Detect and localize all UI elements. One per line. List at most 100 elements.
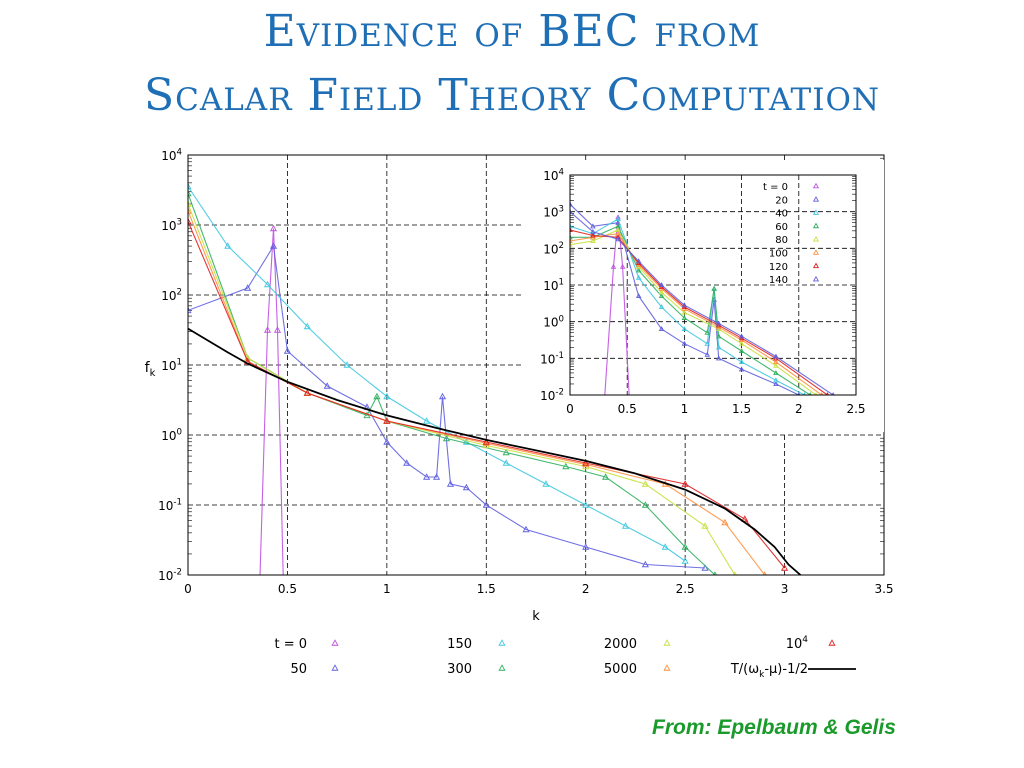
series-marker	[661, 543, 669, 550]
inset-legend-marker	[812, 209, 820, 215]
series-marker	[641, 501, 649, 508]
inset-legend-marker	[812, 196, 820, 202]
fit-curve	[188, 327, 802, 575]
series-marker	[738, 340, 745, 346]
x-tick-label: 0	[184, 582, 192, 596]
series-marker	[773, 362, 779, 368]
inset-legend-marker	[812, 275, 820, 282]
series-marker	[773, 370, 779, 376]
series-marker	[446, 480, 455, 487]
series-marker	[188, 207, 192, 214]
legend-label: 2000	[604, 637, 637, 652]
slide-title-line-1: Evidence of BEC from	[263, 6, 761, 57]
series-marker	[363, 411, 371, 419]
chart-legend: t = 0 50 150 300 2000 5000 104 T/(ωk-μ)-1/2	[274, 635, 856, 680]
x-tick-label: 2.5	[676, 582, 695, 596]
series-marker	[570, 241, 573, 247]
y-tick-label: 104	[543, 168, 564, 183]
series-marker	[658, 326, 665, 332]
series-marker	[619, 263, 626, 269]
series-marker	[615, 216, 621, 222]
series-marker	[570, 208, 573, 214]
series-marker	[570, 234, 573, 240]
legend-label: T/(ωk-μ)-1/2	[730, 662, 808, 680]
series-marker	[704, 329, 711, 335]
legend-label: 104	[786, 635, 809, 652]
series-marker	[522, 525, 530, 533]
series-marker	[773, 353, 779, 359]
legend-marker	[331, 639, 339, 646]
series-marker	[681, 340, 688, 346]
series-marker	[681, 480, 689, 487]
slide-title-line-2: Scalar Field Theory Computation	[143, 70, 881, 121]
series-group	[188, 182, 802, 575]
series-marker	[590, 223, 596, 229]
legend-marker	[498, 664, 506, 671]
series-marker	[590, 228, 596, 234]
series-marker	[433, 473, 441, 480]
series-marker	[635, 258, 642, 264]
series-marker	[738, 333, 745, 339]
series-marker	[658, 282, 665, 288]
series-line	[570, 225, 811, 395]
series-marker	[373, 392, 381, 400]
series-marker	[188, 200, 192, 207]
series-marker	[269, 224, 278, 232]
bec-chart: 0 0.5 1 1.5 2 2.5 3 3.510-210-1100101102103104k…	[145, 148, 894, 680]
series-marker	[715, 355, 722, 361]
series-marker	[773, 359, 779, 365]
series-line	[570, 218, 805, 395]
series-marker	[715, 320, 722, 326]
series-marker	[773, 377, 779, 383]
series-marker	[658, 293, 665, 299]
y-tick-label: 100	[543, 314, 564, 329]
legend-label: 50	[290, 662, 307, 677]
series-line	[259, 228, 284, 575]
x-tick-label: 2	[582, 582, 590, 596]
series-marker	[590, 238, 596, 244]
series-marker	[570, 227, 573, 233]
series-marker	[704, 340, 711, 346]
series-marker	[482, 439, 490, 447]
series-marker	[383, 392, 391, 400]
series-marker	[263, 326, 272, 333]
legend-label: 300	[447, 662, 472, 677]
series-marker	[582, 460, 590, 468]
series-marker	[323, 382, 331, 389]
series-marker	[715, 344, 722, 350]
series-marker	[681, 302, 688, 308]
series-marker	[224, 242, 232, 249]
series-marker	[502, 459, 510, 466]
series-marker	[562, 462, 570, 470]
x-tick-label: 1	[681, 402, 689, 416]
series-marker	[442, 434, 451, 442]
series-marker	[582, 459, 590, 466]
y-tick-label: 102	[161, 288, 182, 303]
series-marker	[570, 238, 573, 244]
series-marker	[542, 480, 550, 487]
legend-label: t = 0	[274, 637, 307, 652]
series-marker	[244, 284, 252, 291]
series-marker	[570, 223, 573, 229]
x-tick-label: 3.5	[874, 582, 893, 596]
inset-legend-label: 120	[769, 262, 788, 273]
x-tick-label: 0	[566, 402, 574, 416]
series-marker	[582, 543, 590, 550]
series-marker	[781, 564, 789, 571]
series-line	[570, 203, 800, 395]
y-tick-label: 104	[161, 148, 182, 163]
y-tick-label: 103	[543, 204, 564, 219]
series-line	[570, 229, 828, 395]
series-marker	[273, 326, 282, 333]
series-marker	[635, 293, 642, 299]
y-tick-label: 10-1	[158, 498, 182, 513]
series-marker	[741, 515, 749, 522]
series-marker	[462, 483, 470, 491]
series-marker	[738, 348, 745, 354]
series-marker	[590, 232, 596, 238]
series-marker	[658, 289, 665, 295]
series-marker	[721, 518, 729, 526]
legend-marker	[828, 639, 836, 646]
y-tick-label: 10-2	[158, 568, 182, 583]
inset-legend-label: t = 0	[763, 182, 788, 193]
